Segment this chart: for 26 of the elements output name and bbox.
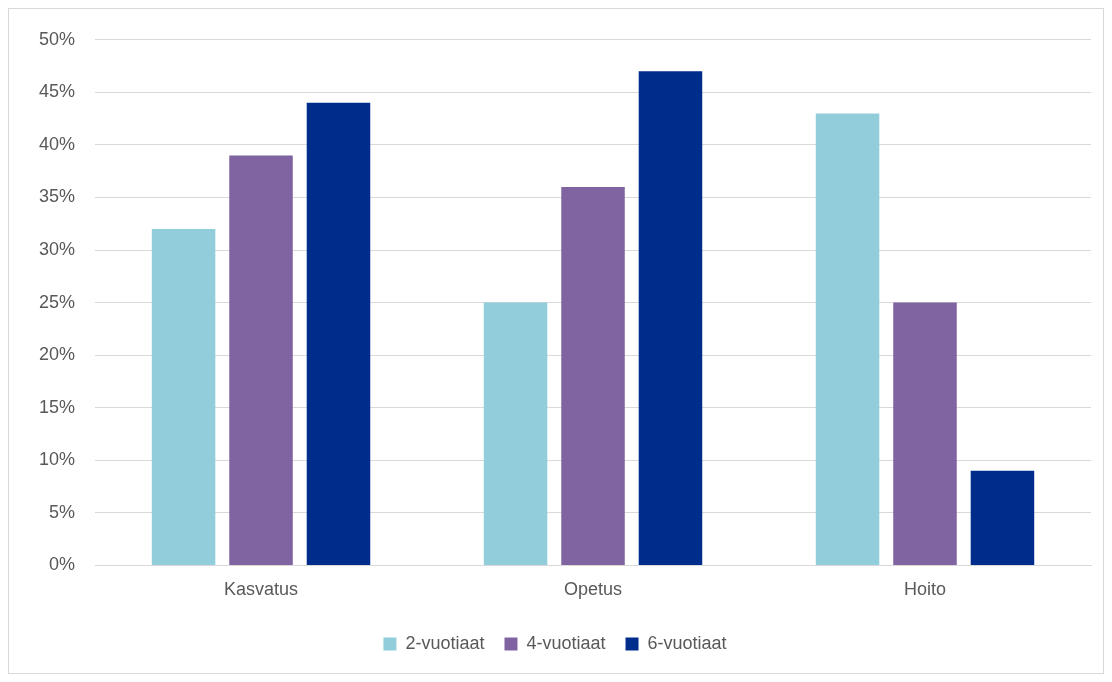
bar (815, 113, 880, 565)
bar (638, 71, 703, 565)
legend-label: 4-vuotiaat (526, 632, 606, 653)
y-tick-label: 25% (39, 291, 76, 312)
x-tick-label: Hoito (903, 579, 947, 600)
y-tick-label: 35% (39, 186, 76, 207)
legend-label: 2-vuotiaat (405, 632, 485, 653)
y-tick-label: 15% (39, 396, 76, 417)
y-tick-label: 5% (49, 501, 76, 522)
y-tick-label: 45% (39, 81, 76, 102)
bar (893, 302, 957, 565)
bar (970, 470, 1035, 565)
bar (561, 186, 625, 565)
y-tick-label: 0% (49, 554, 76, 575)
bar (306, 102, 371, 565)
x-tick-label: Opetus (563, 579, 623, 600)
y-tick-label: 50% (39, 28, 76, 49)
x-tick-label: Kasvatus (224, 579, 299, 600)
y-tick-label: 20% (39, 344, 76, 365)
y-tick-label: 30% (39, 239, 76, 260)
bar (229, 155, 293, 565)
legend-label: 6-vuotiaat (647, 632, 727, 653)
bar (483, 302, 548, 565)
bar (151, 229, 216, 565)
y-tick-label: 40% (39, 133, 76, 154)
y-tick-label: 10% (39, 449, 76, 470)
